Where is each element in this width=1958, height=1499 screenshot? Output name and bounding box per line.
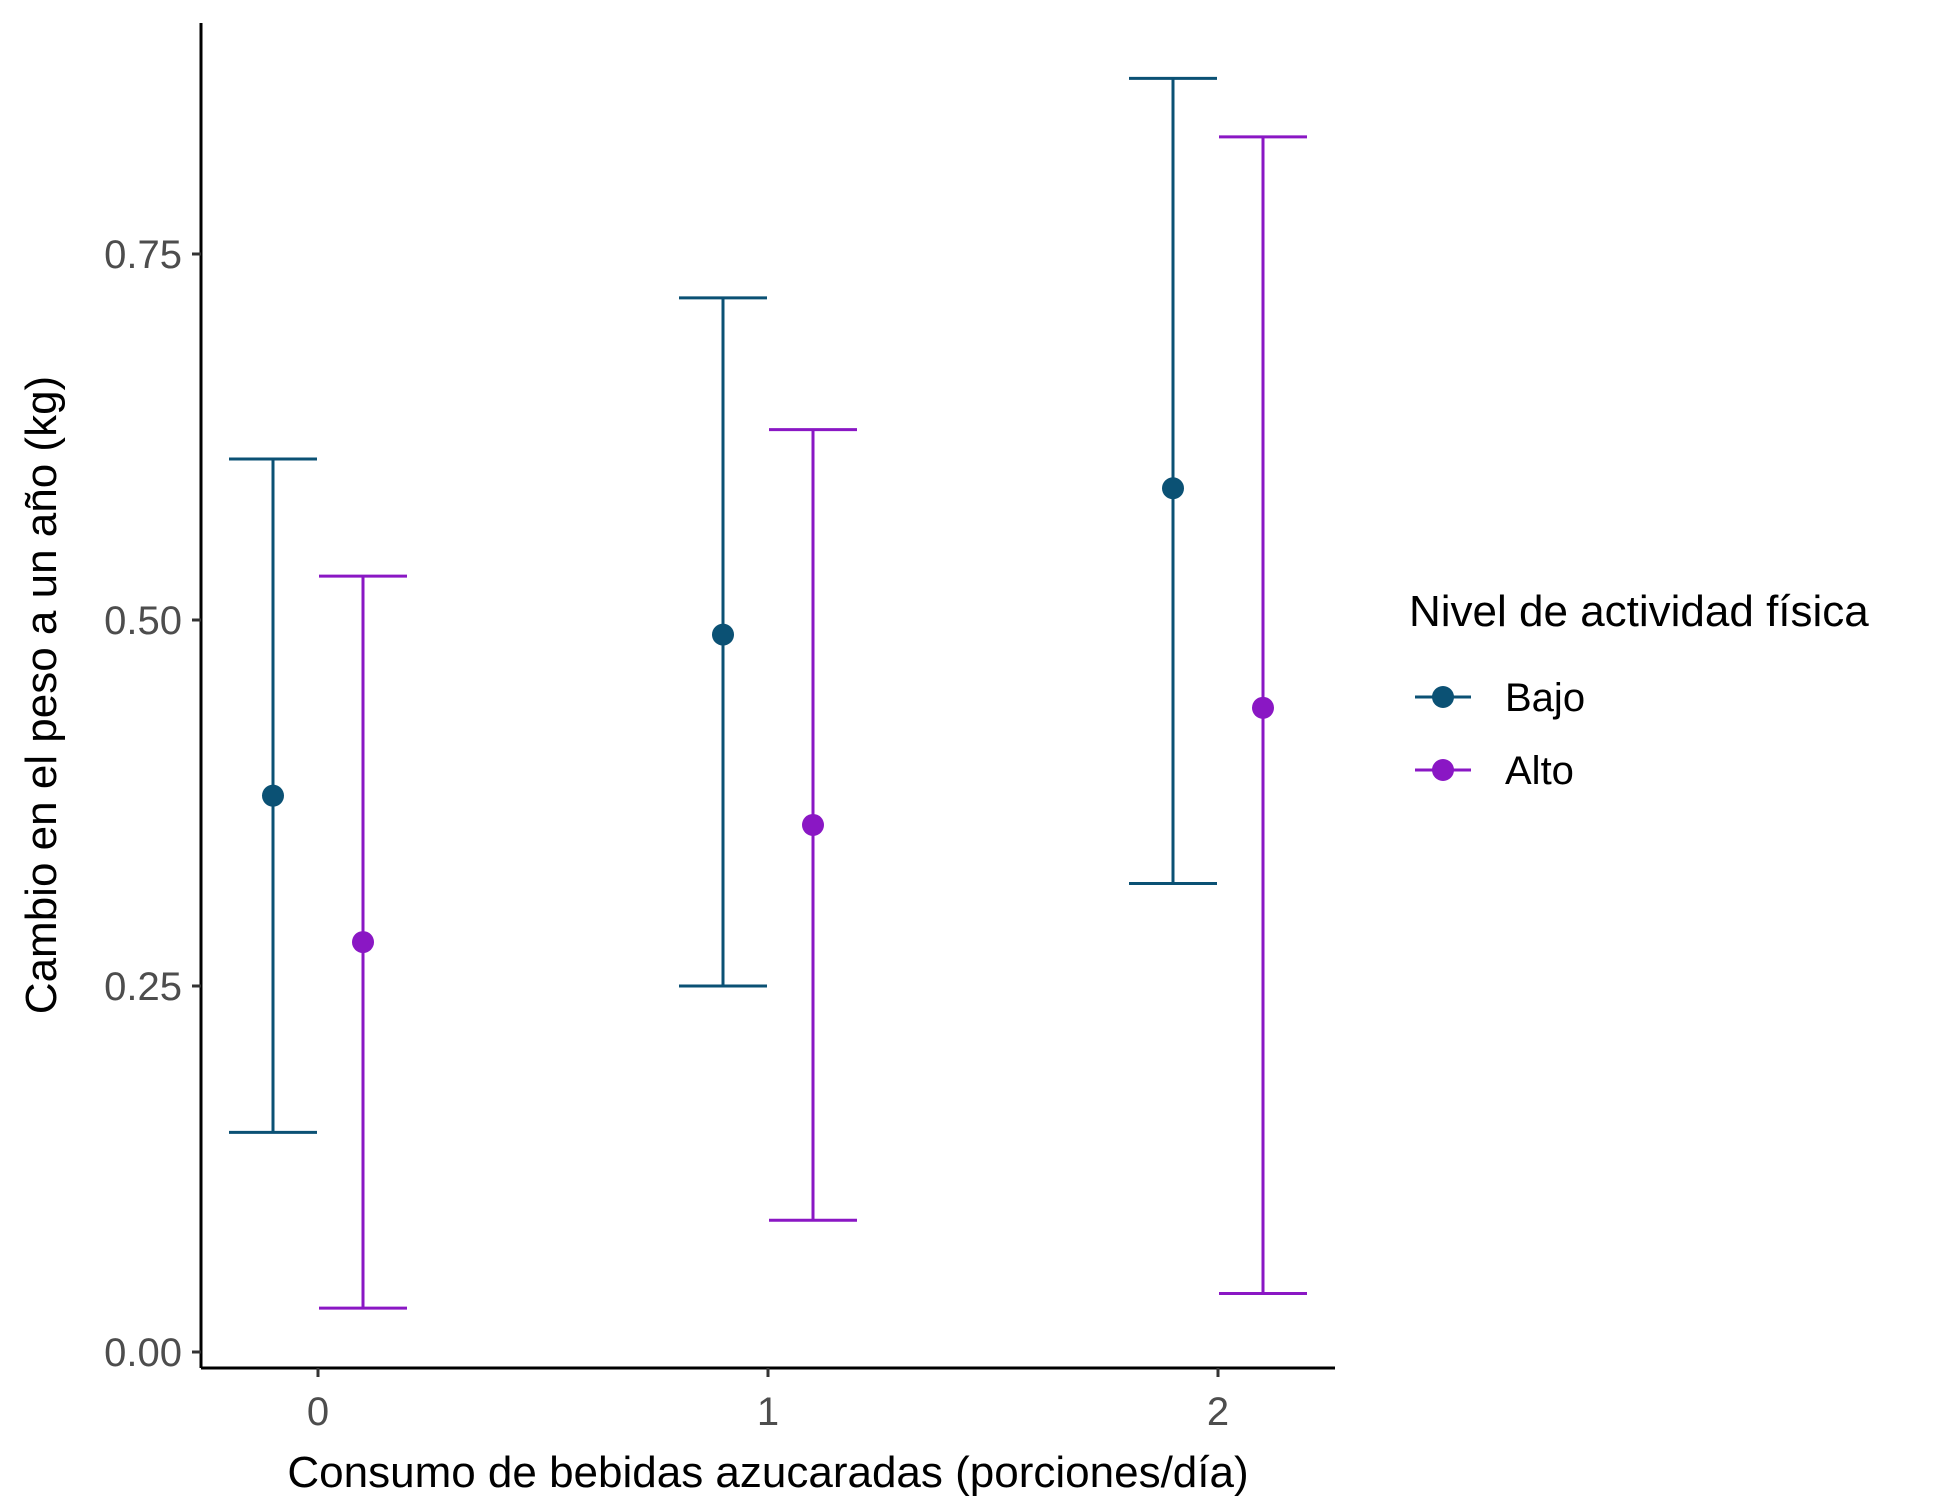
legend-items: Bajo Alto — [1415, 676, 1585, 793]
y-axis-title: Cambio en el peso a un año (kg) — [17, 376, 66, 1014]
y-tick-label: 0.25 — [104, 965, 182, 1009]
point-bajo-2 — [1162, 477, 1184, 500]
legend-key-point — [1432, 759, 1454, 781]
legend-key-point — [1432, 686, 1454, 708]
legend-item-alto: Alto — [1415, 749, 1574, 793]
legend: Nivel de actividad física Bajo Alto — [1409, 587, 1869, 793]
legend-label: Bajo — [1505, 676, 1585, 720]
errorbar-alto-0 — [319, 574, 407, 1310]
legend-title: Nivel de actividad física — [1409, 587, 1869, 636]
errorbar-bajo-1 — [679, 296, 767, 988]
plot-marks — [229, 76, 1307, 1310]
errorbar-alto-2 — [1219, 135, 1307, 1295]
errorbar-alto-1 — [769, 428, 857, 1222]
y-tick-label: 0.00 — [104, 1331, 182, 1375]
point-alto-2 — [1252, 696, 1274, 719]
legend-label: Alto — [1505, 749, 1574, 793]
point-alto-0 — [352, 931, 374, 954]
x-tick-label: 2 — [1207, 1390, 1229, 1434]
x-axis-title: Consumo de bebidas azucaradas (porciones… — [287, 1448, 1248, 1497]
point-alto-1 — [802, 813, 824, 836]
x-tick-label: 1 — [757, 1390, 779, 1434]
x-tick-label: 0 — [307, 1390, 329, 1434]
point-bajo-0 — [262, 784, 284, 807]
y-ticks: 0.00 0.25 0.50 0.75 — [104, 233, 201, 1375]
legend-item-bajo: Bajo — [1415, 676, 1585, 720]
y-tick-label: 0.75 — [104, 233, 182, 277]
x-ticks: 0 1 2 — [307, 1368, 1229, 1434]
point-bajo-1 — [712, 623, 734, 646]
errorbar-bajo-0 — [229, 457, 317, 1134]
y-tick-label: 0.50 — [104, 599, 182, 643]
errorbar-bajo-2 — [1129, 76, 1217, 886]
